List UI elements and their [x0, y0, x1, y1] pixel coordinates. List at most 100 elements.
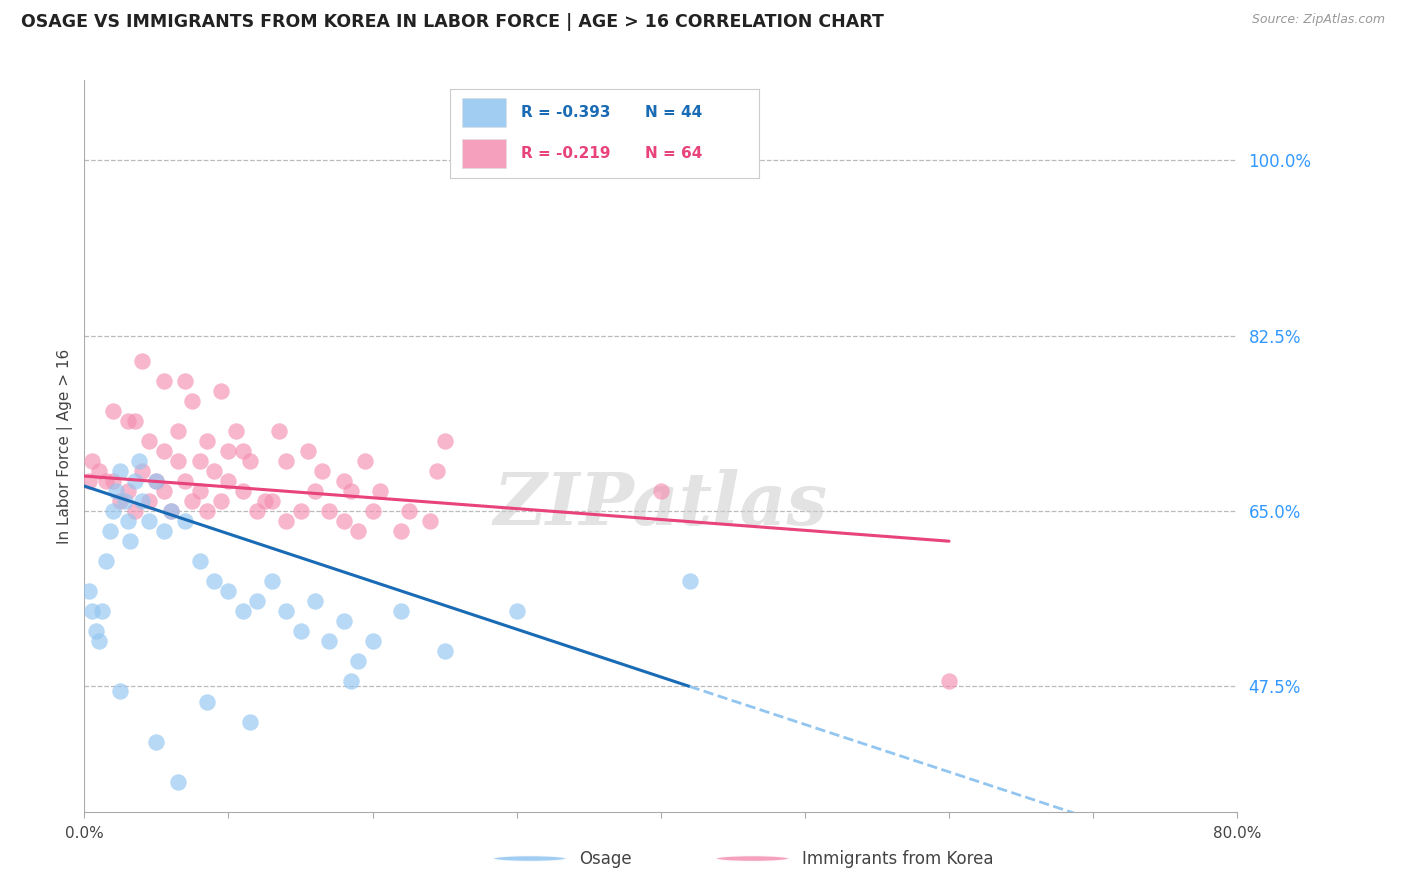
Point — [195, 434, 218, 448]
Point — [391, 604, 413, 618]
Point — [209, 494, 232, 508]
Point — [650, 484, 672, 499]
Point — [174, 374, 197, 388]
Point — [318, 504, 340, 518]
Point — [117, 484, 139, 499]
Point — [110, 684, 132, 698]
Point — [160, 504, 183, 518]
Point — [105, 484, 128, 499]
Point — [181, 494, 204, 508]
Point — [188, 554, 211, 568]
Point — [433, 434, 456, 448]
Point — [110, 494, 132, 508]
Point — [94, 474, 117, 488]
Point — [419, 514, 441, 528]
Point — [87, 464, 110, 478]
Point — [188, 484, 211, 499]
Point — [276, 604, 298, 618]
Point — [181, 393, 204, 408]
Point — [167, 774, 190, 789]
Point — [290, 624, 312, 639]
Text: R = -0.393: R = -0.393 — [522, 105, 610, 120]
Point — [131, 464, 153, 478]
Point — [117, 514, 139, 528]
Point — [138, 494, 160, 508]
Point — [124, 414, 146, 428]
Point — [152, 524, 174, 538]
Point — [679, 574, 702, 589]
Y-axis label: In Labor Force | Age > 16: In Labor Force | Age > 16 — [58, 349, 73, 543]
Point — [304, 484, 326, 499]
Point — [232, 484, 254, 499]
Point — [276, 514, 298, 528]
Point — [138, 434, 160, 448]
Point — [90, 604, 112, 618]
Point — [354, 454, 377, 468]
Point — [333, 474, 356, 488]
Point — [426, 464, 449, 478]
Point — [124, 504, 146, 518]
Text: Immigrants from Korea: Immigrants from Korea — [801, 849, 994, 868]
Circle shape — [716, 855, 790, 862]
Point — [103, 404, 125, 418]
Text: OSAGE VS IMMIGRANTS FROM KOREA IN LABOR FORCE | AGE > 16 CORRELATION CHART: OSAGE VS IMMIGRANTS FROM KOREA IN LABOR … — [21, 13, 884, 31]
Point — [195, 694, 218, 708]
Circle shape — [492, 855, 567, 862]
Point — [145, 474, 167, 488]
Point — [202, 464, 225, 478]
Point — [131, 494, 153, 508]
Point — [239, 714, 262, 729]
Point — [174, 474, 197, 488]
Text: Osage: Osage — [579, 849, 631, 868]
Text: Source: ZipAtlas.com: Source: ZipAtlas.com — [1251, 13, 1385, 27]
Point — [260, 494, 283, 508]
Point — [152, 484, 174, 499]
Point — [246, 594, 269, 608]
Point — [124, 474, 146, 488]
Point — [98, 524, 121, 538]
Point — [297, 444, 319, 458]
Point — [84, 624, 107, 639]
Point — [202, 574, 225, 589]
Point — [120, 534, 142, 549]
Point — [276, 454, 298, 468]
Point — [94, 554, 117, 568]
Point — [80, 604, 103, 618]
Point — [347, 655, 370, 669]
Point — [318, 634, 340, 648]
Text: ZIPatlas: ZIPatlas — [494, 469, 828, 540]
Point — [131, 354, 153, 368]
Point — [103, 474, 125, 488]
Point — [267, 424, 290, 438]
Point — [347, 524, 370, 538]
Point — [340, 674, 363, 689]
Text: R = -0.219: R = -0.219 — [522, 146, 610, 161]
Point — [218, 444, 240, 458]
Point — [152, 374, 174, 388]
Point — [145, 474, 167, 488]
Point — [260, 574, 283, 589]
Point — [77, 474, 100, 488]
Point — [80, 454, 103, 468]
Point — [340, 484, 363, 499]
Point — [333, 514, 356, 528]
Text: N = 44: N = 44 — [645, 105, 702, 120]
Point — [117, 414, 139, 428]
Point — [433, 644, 456, 658]
Point — [361, 634, 384, 648]
Point — [152, 444, 174, 458]
Point — [209, 384, 232, 398]
Point — [938, 674, 960, 689]
Point — [232, 444, 254, 458]
Point — [138, 514, 160, 528]
Point — [160, 504, 183, 518]
Point — [232, 604, 254, 618]
Point — [110, 464, 132, 478]
Point — [311, 464, 333, 478]
Point — [225, 424, 247, 438]
Point — [398, 504, 420, 518]
Point — [253, 494, 276, 508]
Point — [167, 424, 190, 438]
Point — [239, 454, 262, 468]
Bar — [463, 139, 506, 168]
